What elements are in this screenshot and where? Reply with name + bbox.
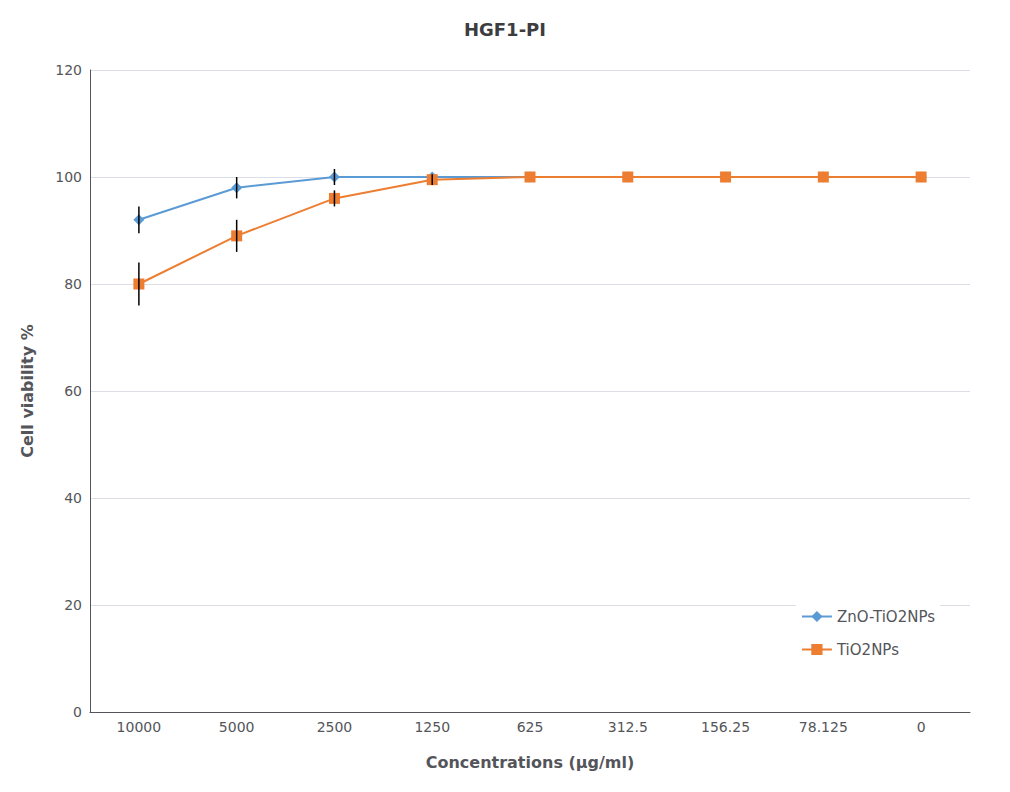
svg-text:2500: 2500 xyxy=(317,719,353,735)
svg-text:156.25: 156.25 xyxy=(701,719,750,735)
svg-text:60: 60 xyxy=(64,383,82,399)
svg-text:Concentrations (μg/ml): Concentrations (μg/ml) xyxy=(426,753,635,772)
svg-text:78.125: 78.125 xyxy=(799,719,848,735)
svg-text:TiO2NPs: TiO2NPs xyxy=(836,641,899,659)
svg-text:5000: 5000 xyxy=(219,719,255,735)
svg-text:625: 625 xyxy=(517,719,544,735)
svg-text:10000: 10000 xyxy=(117,719,162,735)
svg-text:80: 80 xyxy=(64,276,82,292)
svg-text:Cell viability %: Cell viability % xyxy=(18,324,37,457)
svg-text:20: 20 xyxy=(64,597,82,613)
svg-text:120: 120 xyxy=(55,62,82,78)
svg-text:HGF1-PI: HGF1-PI xyxy=(464,19,546,40)
svg-text:0: 0 xyxy=(917,719,926,735)
svg-text:312.5: 312.5 xyxy=(608,719,648,735)
svg-text:1250: 1250 xyxy=(414,719,450,735)
svg-text:100: 100 xyxy=(55,169,82,185)
svg-text:ZnO-TiO2NPs: ZnO-TiO2NPs xyxy=(837,608,935,626)
svg-text:40: 40 xyxy=(64,490,82,506)
svg-text:0: 0 xyxy=(73,704,82,720)
